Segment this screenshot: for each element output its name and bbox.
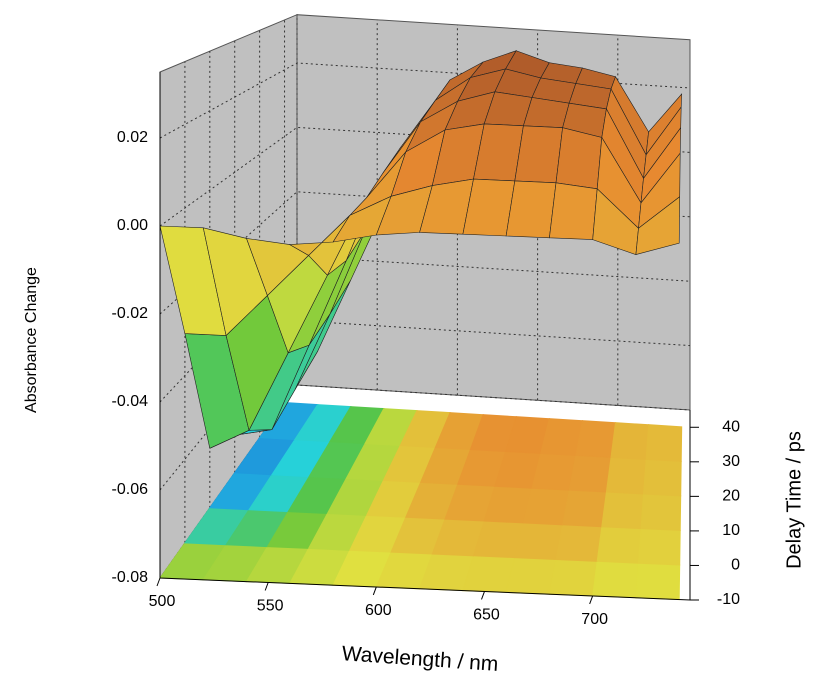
- floor-cell: [514, 522, 564, 561]
- z-tick-label: -0.04: [112, 393, 149, 410]
- x-tick: [589, 595, 594, 605]
- floor-cell: [548, 558, 598, 597]
- z-tick-label: -0.08: [112, 569, 149, 586]
- floor-cell: [562, 489, 607, 528]
- y-tick-label: 40: [722, 418, 740, 435]
- z-tick-label: 0.02: [117, 129, 148, 146]
- y-tick-label: 30: [722, 453, 740, 470]
- floor-cell: [605, 456, 647, 495]
- floor-cell: [601, 491, 645, 530]
- floor-cell: [645, 424, 683, 462]
- z-tick-label: -0.06: [112, 481, 149, 498]
- floor-cell: [522, 487, 570, 526]
- grid-line: [159, 320, 691, 491]
- x-tick: [156, 577, 161, 587]
- x-axis-label: Wavelength / nm: [341, 642, 499, 676]
- surface-cell: [505, 180, 557, 239]
- floor-cell: [575, 420, 617, 458]
- floor-cell: [555, 524, 603, 562]
- floor-cell: [635, 562, 681, 601]
- y-tick-label: -10: [717, 591, 740, 608]
- y-tick-label: 10: [722, 522, 740, 539]
- x-tick-label: 600: [365, 602, 392, 619]
- floor-cell: [642, 458, 682, 497]
- surface-cell: [635, 196, 681, 256]
- floor-cell: [505, 557, 557, 595]
- y-tick-label: 20: [722, 488, 740, 505]
- y-axis-label: Delay Time / ps: [783, 431, 805, 569]
- x-tick: [481, 591, 485, 600]
- surface-cell: [555, 127, 603, 190]
- axis-line: [159, 72, 691, 601]
- floor-cell: [637, 528, 681, 566]
- floor-cell: [592, 560, 640, 599]
- z-axis-label: Absorbance Change: [23, 267, 40, 413]
- z-tick-label: -0.02: [112, 305, 149, 322]
- floor-cell: [640, 493, 682, 531]
- surface-cell: [514, 125, 563, 184]
- x-tick: [264, 582, 269, 591]
- surface-cell: [549, 182, 598, 240]
- x-tick-label: 650: [473, 607, 500, 624]
- z-tick-label: 0.00: [117, 217, 148, 234]
- floor-cell: [568, 454, 612, 493]
- floor-cell: [610, 422, 650, 460]
- x-tick-label: 500: [149, 593, 176, 610]
- floor-cell: [596, 526, 642, 564]
- x-tick-label: 550: [257, 598, 284, 615]
- x-tick-label: 700: [581, 611, 608, 628]
- y-tick-label: 0: [731, 557, 740, 574]
- x-tick: [372, 586, 377, 596]
